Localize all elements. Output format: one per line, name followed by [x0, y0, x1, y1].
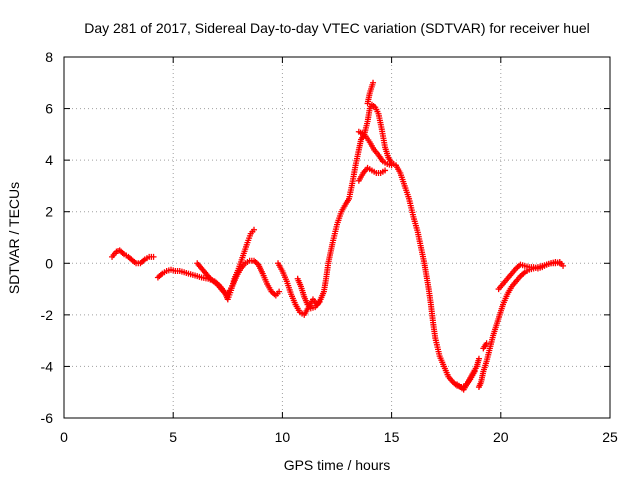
chart-title: Day 281 of 2017, Sidereal Day-to-day VTE… — [84, 20, 590, 36]
data-series-segment-12 — [495, 258, 563, 293]
data-series-segment-4 — [275, 101, 478, 391]
data-point — [382, 167, 389, 174]
data-point — [475, 355, 482, 362]
data-point — [370, 79, 377, 86]
data-series-segment-5 — [294, 275, 323, 312]
plot-frame — [63, 56, 611, 419]
data-layer — [109, 79, 567, 393]
x-axis-label: GPS time / hours — [284, 457, 391, 473]
tick-layer: 0 5 10 15 20 25 -6 -4 -2 0 2 4 6 8 — [41, 49, 618, 445]
data-series-segment-6 — [355, 128, 395, 169]
data-series-segment-1 — [109, 247, 157, 267]
y-tick-label: 6 — [45, 101, 53, 117]
y-tick-label: 2 — [45, 204, 53, 220]
data-series-segment-11 — [480, 340, 490, 352]
x-tick-label: 0 — [60, 429, 68, 445]
y-axis-label: SDTVAR / TECUs — [6, 182, 22, 294]
y-tick-label: 4 — [45, 152, 53, 168]
x-tick-label: 20 — [493, 429, 509, 445]
data-point — [388, 162, 395, 169]
data-series-segment-7 — [364, 79, 377, 107]
x-tick-label: 5 — [169, 429, 177, 445]
data-point — [483, 340, 490, 347]
y-tick-label: -2 — [41, 307, 54, 323]
data-point — [150, 253, 157, 260]
x-tick-label: 25 — [602, 429, 618, 445]
y-tick-label: 8 — [45, 49, 53, 65]
y-tick-label: -4 — [41, 358, 54, 374]
data-series-segment-3 — [194, 226, 258, 303]
data-point — [316, 298, 323, 305]
data-series-segment-9 — [454, 355, 482, 393]
data-point — [251, 226, 258, 233]
y-tick-label: -6 — [41, 410, 54, 426]
grid-layer — [64, 57, 610, 418]
data-series-segment-8 — [355, 164, 389, 184]
x-tick-label: 10 — [275, 429, 291, 445]
data-point — [560, 262, 567, 269]
x-tick-label: 15 — [384, 429, 400, 445]
data-point — [276, 288, 283, 295]
y-tick-label: 0 — [45, 255, 53, 271]
data-point — [556, 260, 563, 267]
